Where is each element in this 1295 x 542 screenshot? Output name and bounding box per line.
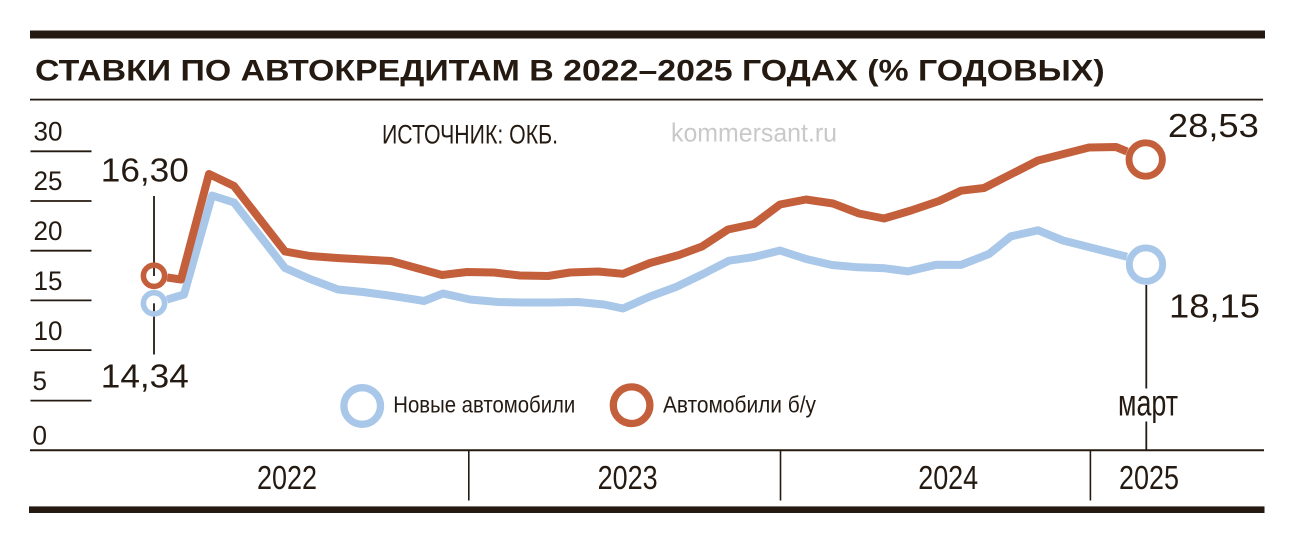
svg-text:kommersant.ru: kommersant.ru [671, 118, 837, 148]
svg-text:март: март [1118, 382, 1178, 423]
svg-text:30: 30 [34, 116, 63, 146]
svg-text:28,53: 28,53 [1168, 107, 1259, 144]
svg-text:2022: 2022 [257, 459, 317, 496]
svg-text:СТАВКИ ПО АВТОКРЕДИТАМ В 2022–: СТАВКИ ПО АВТОКРЕДИТАМ В 2022–2025 ГОДАХ… [35, 55, 1105, 88]
svg-text:10: 10 [34, 316, 63, 346]
svg-text:2025: 2025 [1119, 459, 1179, 496]
svg-text:20: 20 [34, 216, 63, 246]
svg-text:0: 0 [33, 421, 48, 451]
svg-text:15: 15 [34, 266, 63, 296]
svg-text:Новые автомобили: Новые автомобили [393, 392, 575, 418]
svg-text:18,15: 18,15 [1169, 288, 1260, 325]
svg-text:25: 25 [34, 166, 63, 196]
svg-text:ИСТОЧНИК: ОКБ.: ИСТОЧНИК: ОКБ. [382, 120, 558, 150]
svg-text:Автомобили б/у: Автомобили б/у [663, 391, 816, 417]
svg-text:14,34: 14,34 [101, 358, 189, 395]
svg-text:2024: 2024 [918, 459, 978, 496]
svg-text:16,30: 16,30 [101, 151, 189, 188]
svg-text:5: 5 [33, 366, 48, 396]
svg-text:2023: 2023 [598, 459, 658, 496]
